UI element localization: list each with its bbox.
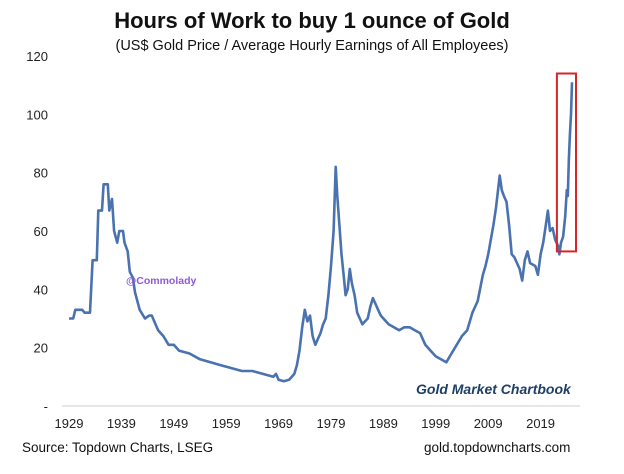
x-tick-label: 1999 — [421, 416, 450, 431]
x-tick-label: 2019 — [526, 416, 555, 431]
y-tick-label: 60 — [34, 224, 48, 239]
x-tick-label: 1989 — [369, 416, 398, 431]
y-tick-label: 40 — [34, 282, 48, 297]
highlight-box — [555, 72, 578, 253]
x-tick-label: 1969 — [264, 416, 293, 431]
x-tick-label: 2009 — [474, 416, 503, 431]
chart-title: Hours of Work to buy 1 ounce of Gold — [114, 8, 510, 33]
annotation-chartbook: Gold Market Chartbook — [416, 381, 572, 397]
y-tick-label: 80 — [34, 166, 48, 181]
annotation-commolady: @Commolady — [126, 275, 196, 287]
y-tick-label: 120 — [26, 49, 48, 64]
y-tick-label: 100 — [26, 107, 48, 122]
x-tick-label: 1949 — [159, 416, 188, 431]
x-tick-label: 1979 — [317, 416, 346, 431]
x-axis-ticks: 1929 1939 1949 1959 1969 1979 1989 1999 2009 2019 — [55, 416, 555, 431]
source-note: Source: Topdown Charts, LSEG — [22, 440, 214, 455]
x-tick-label: 1929 — [55, 416, 84, 431]
y-axis-ticks: - 20 40 60 80 100 120 — [26, 49, 48, 414]
chart-subtitle: (US$ Gold Price / Average Hourly Earning… — [115, 38, 509, 54]
x-tick-label: 1959 — [212, 416, 241, 431]
y-tick-label: 20 — [34, 341, 48, 356]
source-url: gold.topdowncharts.com — [424, 440, 571, 455]
series-line — [69, 82, 574, 383]
x-tick-label: 1939 — [107, 416, 136, 431]
y-tick-label: - — [44, 399, 48, 414]
